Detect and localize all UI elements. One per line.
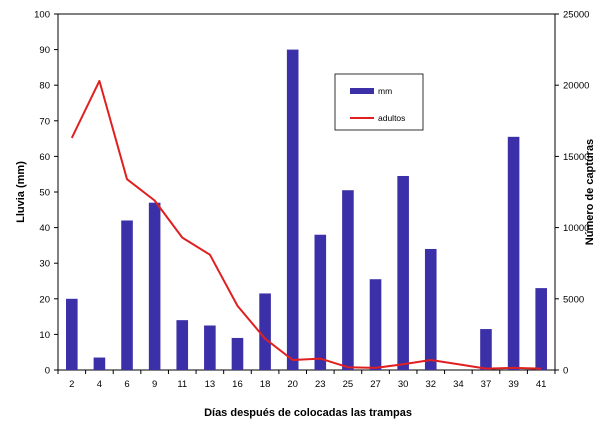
x-tick-label-11: 11 bbox=[177, 379, 187, 390]
y-left-tick-label-60: 60 bbox=[39, 152, 50, 163]
x-tick-label-39: 39 bbox=[508, 379, 519, 390]
x-tick-label-23: 23 bbox=[315, 379, 326, 390]
captures-line-group bbox=[70, 79, 542, 370]
bar-mm-25 bbox=[342, 190, 354, 370]
bar-mm-23 bbox=[314, 234, 327, 370]
legend-label-adultos: adultos bbox=[378, 113, 405, 123]
legend-box bbox=[334, 73, 424, 131]
x-tick-label-34: 34 bbox=[453, 379, 464, 390]
x-tick-label-20: 20 bbox=[287, 379, 298, 390]
x-tick-label-37: 37 bbox=[481, 379, 492, 390]
bar-mm-41 bbox=[535, 288, 547, 370]
x-tick-label-30: 30 bbox=[398, 379, 409, 390]
x-tick-label-2: 2 bbox=[69, 379, 74, 390]
bar-mm-27 bbox=[369, 279, 382, 370]
x-axis-ticks: 2 4 6 9 11 13 16 18 20 23 25 27 30 32 34 37 39 41 bbox=[57, 370, 556, 390]
y-right-tick-label-0: 0 bbox=[563, 366, 568, 377]
y-left-tick-label-40: 40 bbox=[39, 223, 50, 234]
y-left-tick-label-70: 70 bbox=[39, 116, 50, 127]
bar-mm-37 bbox=[480, 329, 492, 370]
y-left-tick-label-90: 90 bbox=[39, 45, 50, 56]
x-tick-label-4: 4 bbox=[97, 379, 102, 390]
y-left-tick-label-50: 50 bbox=[39, 188, 50, 199]
bar-mm-16 bbox=[231, 337, 244, 370]
bar-mm-39 bbox=[507, 136, 520, 370]
y-left-tick-label-80: 80 bbox=[39, 81, 50, 92]
y-left-axis-ticks: 0 10 20 30 40 50 60 70 80 90 100 bbox=[34, 10, 58, 377]
y-left-tick-label-100: 100 bbox=[34, 10, 50, 21]
x-tick-label-9: 9 bbox=[152, 379, 157, 390]
x-tick-label-6: 6 bbox=[124, 379, 129, 390]
x-tick-label-41: 41 bbox=[536, 379, 547, 390]
y-right-tick-label-25000: 25000 bbox=[563, 10, 589, 21]
y-left-tick-label-20: 20 bbox=[39, 294, 50, 305]
legend-label-mm: mm bbox=[378, 86, 392, 96]
bar-mm-4 bbox=[93, 357, 106, 370]
x-tick-label-25: 25 bbox=[343, 379, 354, 390]
x-tick-label-27: 27 bbox=[370, 379, 381, 390]
bar-mm-13 bbox=[204, 325, 216, 370]
y-right-axis-ticks: 0 5000 10000 15000 20000 25000 bbox=[555, 10, 589, 377]
y-right-tick-label-15000: 15000 bbox=[563, 152, 589, 163]
legend: mm adultos bbox=[334, 73, 424, 131]
line-adultos bbox=[70, 79, 542, 370]
y-right-tick-label-5000: 5000 bbox=[563, 294, 584, 305]
bar-mm-20 bbox=[286, 49, 299, 370]
legend-swatch-mm bbox=[350, 88, 374, 94]
x-tick-label-13: 13 bbox=[205, 379, 216, 390]
y-left-tick-label-0: 0 bbox=[45, 366, 50, 377]
bar-mm-11 bbox=[176, 320, 189, 370]
bar-mm-2 bbox=[66, 298, 78, 370]
y-right-tick-label-20000: 20000 bbox=[563, 81, 589, 92]
y-left-axis-title: Lluvia (mm) bbox=[15, 161, 27, 223]
bar-mm-9 bbox=[148, 202, 161, 370]
x-axis-title: Días después de colocadas las trampas bbox=[204, 407, 412, 419]
bar-mm-30 bbox=[397, 175, 409, 370]
bar-mm-6 bbox=[121, 220, 133, 370]
x-tick-label-32: 32 bbox=[425, 379, 436, 390]
y-right-tick-label-10000: 10000 bbox=[563, 223, 589, 234]
y-left-tick-label-10: 10 bbox=[39, 330, 50, 341]
x-tick-label-16: 16 bbox=[232, 379, 243, 390]
bar-mm-18 bbox=[259, 293, 271, 370]
bar-mm-32 bbox=[424, 248, 437, 370]
rain-bars bbox=[66, 49, 547, 370]
y-left-tick-label-30: 30 bbox=[39, 259, 50, 270]
x-tick-label-18: 18 bbox=[260, 379, 271, 390]
y-right-axis-title: Número de capturas bbox=[584, 139, 596, 245]
